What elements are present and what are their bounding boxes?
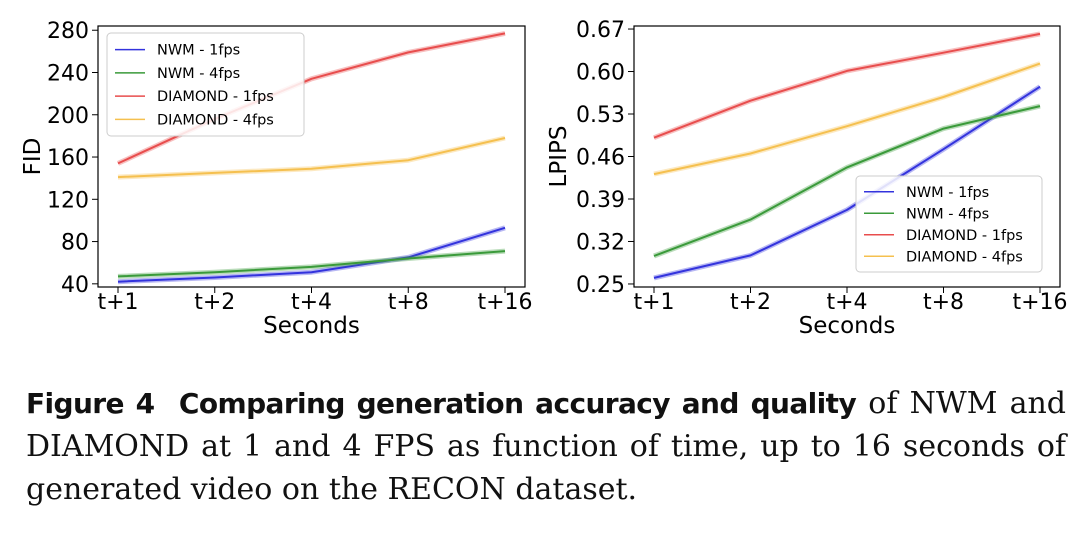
legend-label: DIAMOND - 1fps bbox=[157, 89, 274, 105]
y-tick-label: 80 bbox=[61, 231, 89, 256]
y-tick-label: 200 bbox=[47, 104, 89, 129]
x-tick-label: t+2 bbox=[194, 290, 235, 315]
legend-label: NWM - 4fps bbox=[906, 206, 989, 222]
caption-bold-text: Comparing generation accuracy and qualit… bbox=[178, 387, 857, 420]
y-tick-label: 160 bbox=[47, 146, 89, 171]
caption-text: of NWM and DIAMOND at 1 and 4 FPS as fun… bbox=[26, 386, 1067, 507]
legend-label: DIAMOND - 4fps bbox=[906, 249, 1023, 265]
lpips-chart: t+1 t+2 t+4 t+8 t+16 0.25 0.32 0.39 0.46 0.53 0.60… bbox=[546, 18, 1068, 339]
caption-figure-label: Figure 4 bbox=[26, 387, 155, 420]
x-tick-label: t+4 bbox=[291, 290, 332, 315]
y-tick-label: 0.53 bbox=[576, 103, 625, 128]
series-line bbox=[117, 250, 506, 278]
series-band bbox=[117, 135, 506, 180]
y-tick-label: 0.39 bbox=[576, 188, 625, 213]
y-tick-label: 0.67 bbox=[576, 18, 625, 43]
x-tick-label: t+8 bbox=[923, 290, 964, 315]
fid-chart: t+1 t+2 t+4 t+8 t+16 40 80 120 160 200 240 280 Secon… bbox=[20, 19, 533, 339]
x-tick-label: t+16 bbox=[477, 290, 532, 315]
legend-label: DIAMOND - 1fps bbox=[906, 228, 1023, 244]
legend-label: DIAMOND - 4fps bbox=[157, 112, 274, 128]
x-axis-label: Seconds bbox=[799, 313, 896, 339]
y-tick-label: 0.46 bbox=[576, 146, 625, 171]
legend-box bbox=[855, 175, 1043, 273]
legend-label: NWM - 1fps bbox=[906, 185, 989, 201]
x-tick-label: t+1 bbox=[97, 290, 138, 315]
x-tick-label: t+16 bbox=[1012, 290, 1067, 315]
x-tick-label: t+1 bbox=[633, 290, 674, 315]
series-line bbox=[117, 226, 506, 283]
x-tick-label: t+8 bbox=[388, 290, 429, 315]
y-tick-label: 280 bbox=[47, 19, 89, 44]
series-line bbox=[653, 62, 1041, 176]
y-tick-label: 120 bbox=[47, 188, 89, 213]
series-line bbox=[653, 105, 1041, 257]
series-line bbox=[653, 85, 1041, 279]
x-tick-label: t+2 bbox=[730, 290, 771, 315]
series-line bbox=[653, 32, 1041, 139]
y-tick-label: 40 bbox=[61, 273, 89, 298]
legend-box bbox=[106, 32, 305, 137]
x-axis-label: Seconds bbox=[263, 313, 360, 339]
y-tick-label: 240 bbox=[47, 61, 89, 86]
figure-caption: Figure 4 Comparing generation accuracy a… bbox=[26, 382, 1066, 511]
series-line bbox=[117, 137, 506, 179]
y-axis-label: FID bbox=[20, 138, 46, 176]
x-tick-label: t+4 bbox=[826, 290, 867, 315]
y-tick-label: 0.25 bbox=[576, 273, 625, 298]
legend-label: NWM - 1fps bbox=[157, 43, 240, 59]
y-tick-label: 0.60 bbox=[576, 61, 625, 86]
legend-label: NWM - 4fps bbox=[157, 66, 240, 82]
y-tick-label: 0.32 bbox=[576, 230, 625, 255]
y-axis-label: LPIPS bbox=[546, 126, 572, 188]
